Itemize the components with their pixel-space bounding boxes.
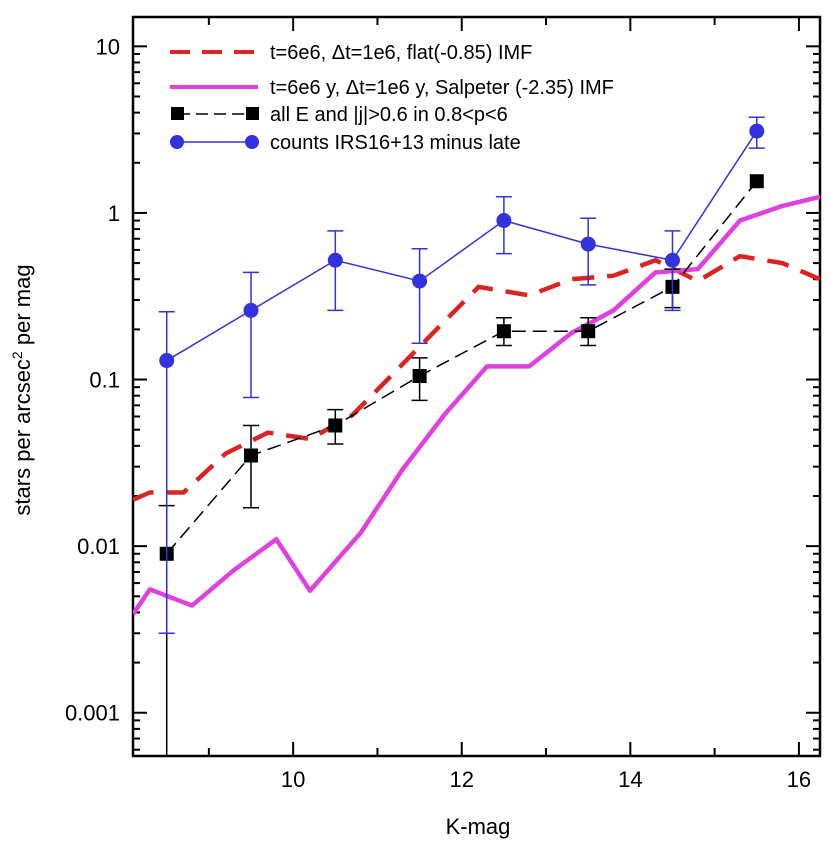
series-counts-marker — [749, 123, 765, 139]
series-all-e-marker — [581, 324, 596, 339]
series-counts-marker — [243, 302, 259, 318]
y-axis-label-base: stars per arcsec — [10, 359, 35, 516]
x-axis-ticks: 10 12 14 16 — [207, 17, 811, 792]
legend: t=6e6, Δt=1e6, flat(-0.85) IMF t=6e6 y, … — [170, 42, 614, 154]
plot-frame — [131, 15, 822, 758]
legend-entry-2: t=6e6 y, Δt=1e6 y, Salpeter (-2.35) IMF — [170, 77, 614, 99]
legend-label-3: all E and |j|>0.6 in 0.8<p<6 — [270, 104, 508, 126]
legend-entry-3: all E and |j|>0.6 in 0.8<p<6 — [171, 104, 508, 126]
y-tick-label: 0.1 — [89, 368, 120, 393]
series-counts-marker — [496, 213, 512, 229]
series-all-e-marker — [244, 448, 259, 463]
y-tick-label: 1 — [108, 201, 120, 226]
series-counts-line — [166, 130, 758, 362]
series-all-e-marker — [496, 324, 511, 339]
legend-marker-square-a — [171, 107, 184, 120]
series-counts-marker — [580, 236, 596, 252]
y-tick-label: 0.001 — [65, 701, 120, 726]
series-all-e-line — [166, 180, 758, 555]
x-axis-label: K-mag — [446, 814, 511, 839]
series-counts-marker — [412, 273, 428, 289]
legend-entry-4: counts IRS16+13 minus late — [170, 132, 521, 154]
legend-label-2: t=6e6 y, Δt=1e6 y, Salpeter (-2.35) IMF — [270, 77, 614, 99]
series-layer — [133, 116, 820, 756]
series-counts-marker — [664, 252, 680, 268]
y-axis-ticks: 0.001 0.01 0.1 1 10 — [65, 34, 820, 751]
y-tick-label: 10 — [96, 34, 120, 59]
series-all-e-marker — [749, 174, 764, 189]
legend-entry-1: t=6e6, Δt=1e6, flat(-0.85) IMF — [170, 42, 532, 64]
legend-label-4: counts IRS16+13 minus late — [270, 132, 521, 154]
y-tick-label: 0.01 — [77, 534, 120, 559]
series-counts-marker — [327, 252, 343, 268]
series-counts-marker — [159, 353, 175, 369]
series-all-e-marker — [412, 369, 427, 384]
series-all-e-marker — [328, 418, 343, 433]
x-tick-label: 16 — [787, 767, 811, 792]
y-axis-label-superscript: 2 — [9, 351, 25, 359]
legend-marker-circle-b — [245, 135, 259, 149]
x-tick-label: 14 — [618, 767, 642, 792]
x-tick-label: 10 — [281, 767, 305, 792]
series-salpeter-imf-line — [133, 194, 820, 616]
series-flat-imf-line — [133, 253, 820, 502]
legend-label-1: t=6e6, Δt=1e6, flat(-0.85) IMF — [270, 42, 532, 64]
x-tick-label: 12 — [450, 767, 474, 792]
legend-marker-circle-a — [170, 135, 184, 149]
y-axis-label: stars per arcsec2 per mag — [9, 264, 35, 515]
y-axis-label-tail: per mag — [10, 264, 35, 351]
legend-marker-square-b — [246, 107, 259, 120]
